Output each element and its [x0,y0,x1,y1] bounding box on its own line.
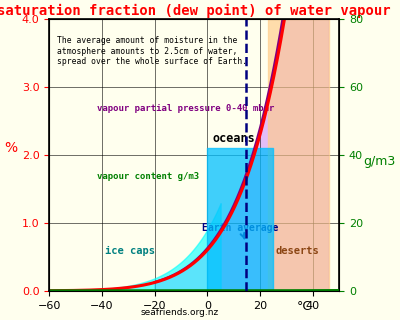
Y-axis label: g/m3: g/m3 [364,155,396,168]
Text: deserts: deserts [276,245,320,255]
Text: seafriends.org.nz: seafriends.org.nz [141,308,219,317]
Text: ice caps: ice caps [105,245,155,255]
Text: Earth average: Earth average [202,223,278,239]
Text: vapour content g/m3: vapour content g/m3 [97,172,199,181]
Text: oceans: oceans [213,132,256,145]
Y-axis label: %: % [4,141,17,155]
Text: The average amount of moisture in the
atmosphere amounts to 2.5cm of water,
spre: The average amount of moisture in the at… [57,36,247,66]
Text: vapour partial pressure 0-40 mbar: vapour partial pressure 0-40 mbar [97,104,274,113]
Text: °C: °C [297,300,312,313]
Title: saturation fraction (dew point) of water vapour: saturation fraction (dew point) of water… [0,4,391,18]
